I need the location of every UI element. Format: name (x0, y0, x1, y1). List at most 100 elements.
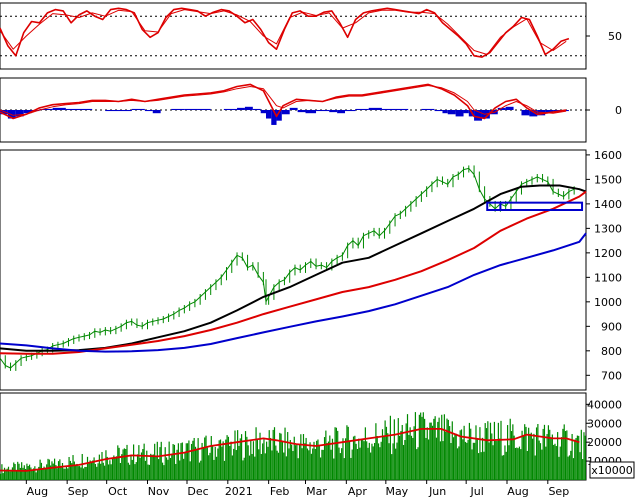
volume-volume-bar (456, 448, 459, 480)
volume-volume-bar (147, 464, 149, 480)
month-axis: Aug Sep Oct Nov Dec 2021 Feb Mar Apr May Jun Jul Aug… (25, 480, 569, 498)
volume-volume-bar (48, 459, 50, 480)
volume-volume-bar (250, 439, 252, 480)
volume-volume-bar (139, 457, 141, 480)
volume-volume-bar (248, 455, 251, 480)
volume-volume-bar (218, 440, 220, 480)
volume-volume-bar (146, 450, 148, 480)
volume-volume-bar (222, 441, 224, 480)
volume-volume-bar (553, 444, 555, 480)
volume-volume-bar (134, 464, 136, 480)
volume-volume-bar (53, 458, 56, 480)
volume-volume-bar (131, 459, 133, 480)
volume-volume-bar (14, 464, 16, 480)
volume-volume-bar (308, 450, 310, 480)
volume-volume-bar (476, 438, 478, 480)
volume-volume-bar (262, 443, 264, 480)
volume-volume-bar (148, 464, 151, 480)
volume-volume-bar (524, 424, 526, 480)
volume-volume-bar (114, 458, 116, 480)
volume-volume-bar (165, 457, 168, 480)
volume-volume-bar (57, 461, 60, 480)
volume-ytick-label: 20000 (587, 436, 622, 449)
volume-ytick-label: 40000 (587, 398, 622, 411)
volume-volume-bar (337, 430, 339, 480)
volume-volume-bar (445, 431, 447, 480)
macd-histogram-bar (474, 110, 482, 121)
volume-volume-bar (578, 435, 580, 480)
volume-volume-bar (305, 437, 307, 480)
volume-volume-bar (291, 444, 293, 480)
volume-volume-bar (342, 438, 344, 480)
volume-volume-bar (183, 458, 185, 480)
volume-volume-bar (133, 444, 135, 480)
volume-volume-bar (455, 433, 457, 480)
volume-volume-bar (22, 467, 24, 480)
volume-volume-bar (537, 424, 539, 480)
macd-histogram-bar (266, 110, 272, 119)
volume-volume-bar (447, 419, 449, 480)
volume-volume-bar (508, 445, 510, 480)
volume-volume-bar (269, 437, 272, 480)
volume-volume-bar (400, 431, 402, 480)
volume-volume-bar (219, 439, 222, 480)
macd-histogram-bar (237, 107, 245, 110)
volume-volume-bar (292, 451, 294, 480)
macd-histogram-bar (252, 108, 261, 110)
month-label: 2021 (225, 485, 253, 498)
volume-volume-bar (300, 434, 302, 480)
volume-volume-bar (376, 436, 378, 480)
macd-histogram-bar (244, 106, 253, 110)
volume-volume-bar (468, 422, 470, 480)
macd-histogram-bar (289, 107, 298, 110)
month-label: Jun (428, 485, 446, 498)
volume-volume-bar (366, 441, 368, 480)
volume-volume-bar (171, 453, 173, 480)
volume-volume-bar (267, 446, 269, 480)
volume-volume-bar (212, 446, 214, 480)
volume-volume-bar (331, 438, 334, 480)
volume-volume-bar (488, 442, 490, 480)
volume-volume-bar (254, 456, 256, 480)
volume-volume-bar (184, 452, 186, 480)
volume-volume-bar (277, 452, 280, 480)
volume-volume-bar (421, 416, 423, 480)
volume-volume-bar (123, 448, 125, 480)
volume-volume-bar (483, 451, 485, 480)
volume-volume-bar (201, 442, 203, 480)
macd-histogram-bar (297, 110, 306, 113)
volume-volume-bar (417, 447, 419, 480)
macd-histogram-bar (276, 110, 282, 121)
volume-volume-bar (55, 465, 57, 480)
volume-volume-bar (136, 454, 139, 480)
volume-volume-bar (9, 471, 11, 480)
volume-volume-bar (0, 473, 2, 480)
volume-volume-bar (71, 463, 73, 480)
volume-volume-bar (205, 435, 207, 480)
volume-volume-bar (491, 433, 493, 480)
volume-volume-bar (206, 447, 208, 480)
volume-volume-bar (541, 449, 543, 480)
volume-volume-bar (217, 448, 219, 480)
volume-volume-bar (329, 435, 331, 480)
volume-volume-bar (31, 470, 33, 480)
volume-volume-bar (435, 437, 438, 480)
volume-volume-bar (272, 429, 274, 480)
macd-histogram-bar (39, 108, 53, 110)
volume-volume-bar (96, 466, 98, 480)
volume-volume-bar (192, 440, 194, 480)
volume-volume-bar (379, 447, 381, 480)
volume-volume-bar (528, 427, 530, 480)
volume-volume-bar (237, 430, 239, 480)
volume-volume-bar (358, 438, 360, 480)
macd-histogram-bar (368, 107, 382, 110)
volume-volume-bar (144, 460, 147, 480)
volume-volume-bar (302, 434, 305, 480)
volume-volume-bar (346, 425, 348, 480)
volume-volume-bar (38, 466, 40, 480)
volume-volume-bar (285, 456, 287, 480)
macd-histogram-bar (455, 110, 464, 117)
macd-ytick-label: 0 (615, 104, 622, 117)
macd-histogram-bar (463, 110, 469, 114)
volume-volume-bar (405, 423, 407, 480)
